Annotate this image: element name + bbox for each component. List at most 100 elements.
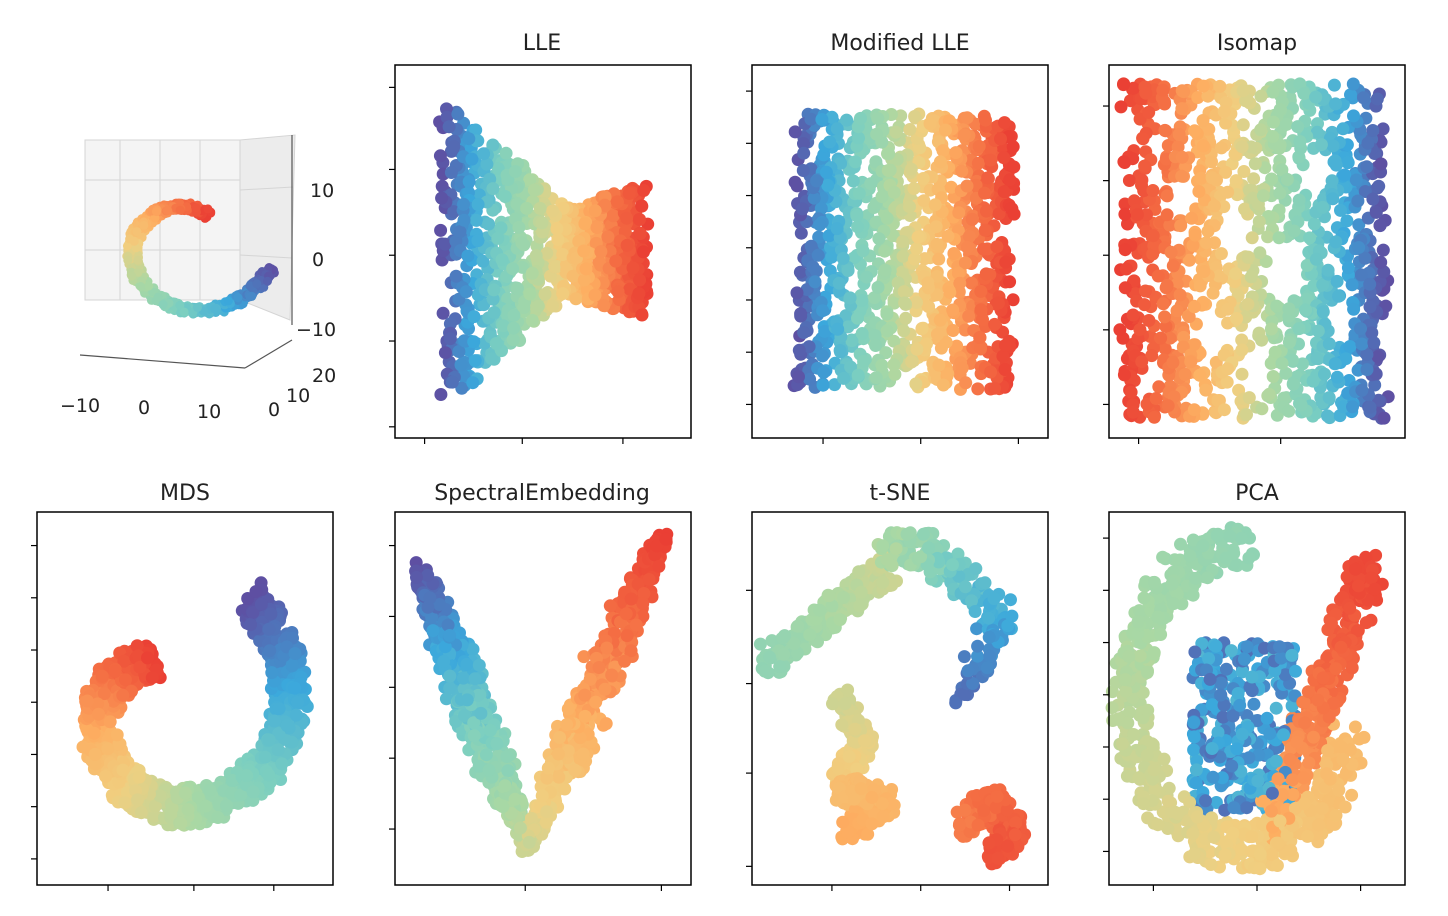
data-point [903, 123, 917, 136]
data-point [1366, 124, 1380, 137]
data-point [1196, 139, 1210, 153]
data-point [988, 317, 1002, 331]
data-point [1309, 90, 1323, 104]
data-point [1294, 398, 1308, 412]
data-point [469, 213, 483, 227]
data-point [158, 300, 168, 310]
data-point [816, 349, 829, 363]
data-point [181, 803, 195, 817]
data-point [116, 688, 130, 702]
data-point [1355, 337, 1369, 351]
data-point [1297, 87, 1311, 101]
data-point [1266, 130, 1280, 143]
data-point [897, 285, 911, 299]
data-point [971, 156, 985, 170]
data-point [1193, 279, 1207, 293]
data-point [1192, 185, 1206, 198]
data-point [812, 230, 826, 244]
mds-plot: MDS [31, 481, 334, 891]
data-point [923, 117, 937, 131]
data-point [620, 211, 634, 225]
data-point [1159, 124, 1173, 138]
data-point [1307, 217, 1321, 231]
data-point [1175, 169, 1189, 183]
data-point [1299, 303, 1313, 317]
data-point [990, 240, 1004, 254]
data-point [1347, 302, 1361, 316]
data-point [487, 306, 501, 319]
data-point [1355, 383, 1369, 397]
data-point [1133, 323, 1147, 337]
data-point [1372, 179, 1386, 193]
data-point [1252, 215, 1266, 228]
data-point [175, 205, 185, 215]
data-point [457, 213, 471, 227]
data-point [145, 671, 159, 685]
data-point [917, 194, 931, 208]
data-point [436, 306, 450, 320]
data-point [1193, 368, 1207, 382]
data-point [1346, 400, 1359, 414]
data-point [249, 585, 263, 598]
data-point [1266, 85, 1280, 99]
data-point [95, 669, 109, 683]
data-point [245, 281, 255, 291]
data-point [960, 179, 974, 193]
data-point [1135, 173, 1149, 187]
data-point [1266, 115, 1280, 129]
data-point [80, 694, 94, 708]
data-point [1266, 370, 1280, 383]
data-point [1354, 322, 1367, 336]
data-point [635, 308, 649, 322]
data-point [1235, 343, 1249, 357]
data-point [1113, 323, 1127, 337]
data-point [896, 235, 910, 248]
data-point [1256, 189, 1270, 203]
data-point [962, 309, 976, 323]
data-point [972, 139, 986, 153]
data-point [904, 162, 918, 176]
data-point [1177, 85, 1191, 99]
data-point [1160, 279, 1174, 292]
data-point [506, 262, 520, 276]
data-point [271, 743, 285, 757]
data-point [262, 768, 276, 782]
data-point [932, 252, 946, 266]
tick-label-y: 0 [268, 399, 280, 421]
data-point [588, 204, 602, 218]
data-point [950, 339, 964, 353]
data-point [515, 260, 529, 274]
data-point [1321, 409, 1334, 423]
data-point [868, 329, 882, 343]
data-point [1270, 299, 1284, 313]
data-point [1117, 78, 1130, 92]
data-point [929, 220, 943, 234]
data-point [852, 131, 865, 145]
data-point [280, 719, 294, 733]
data-point [1196, 79, 1210, 93]
data-point [108, 665, 122, 678]
data-point [1164, 245, 1178, 259]
data-point [1287, 224, 1301, 238]
data-point [550, 260, 564, 273]
data-point [515, 236, 529, 250]
data-point [1240, 408, 1253, 422]
data-point [1236, 84, 1250, 98]
data-point [974, 303, 988, 317]
data-point [811, 248, 825, 262]
data-point [932, 358, 946, 372]
data-point [910, 342, 924, 356]
data-point [579, 262, 593, 276]
data-point [936, 378, 950, 392]
data-point [223, 296, 233, 306]
lle-plot: LLE [389, 31, 692, 444]
data-point [848, 155, 862, 169]
data-point [252, 279, 262, 289]
data-point [129, 236, 139, 246]
data-point [823, 135, 837, 149]
data-point [1149, 392, 1163, 405]
data-point [1160, 189, 1174, 203]
data-point [875, 358, 889, 372]
data-point [976, 313, 989, 327]
data-point [191, 203, 201, 213]
